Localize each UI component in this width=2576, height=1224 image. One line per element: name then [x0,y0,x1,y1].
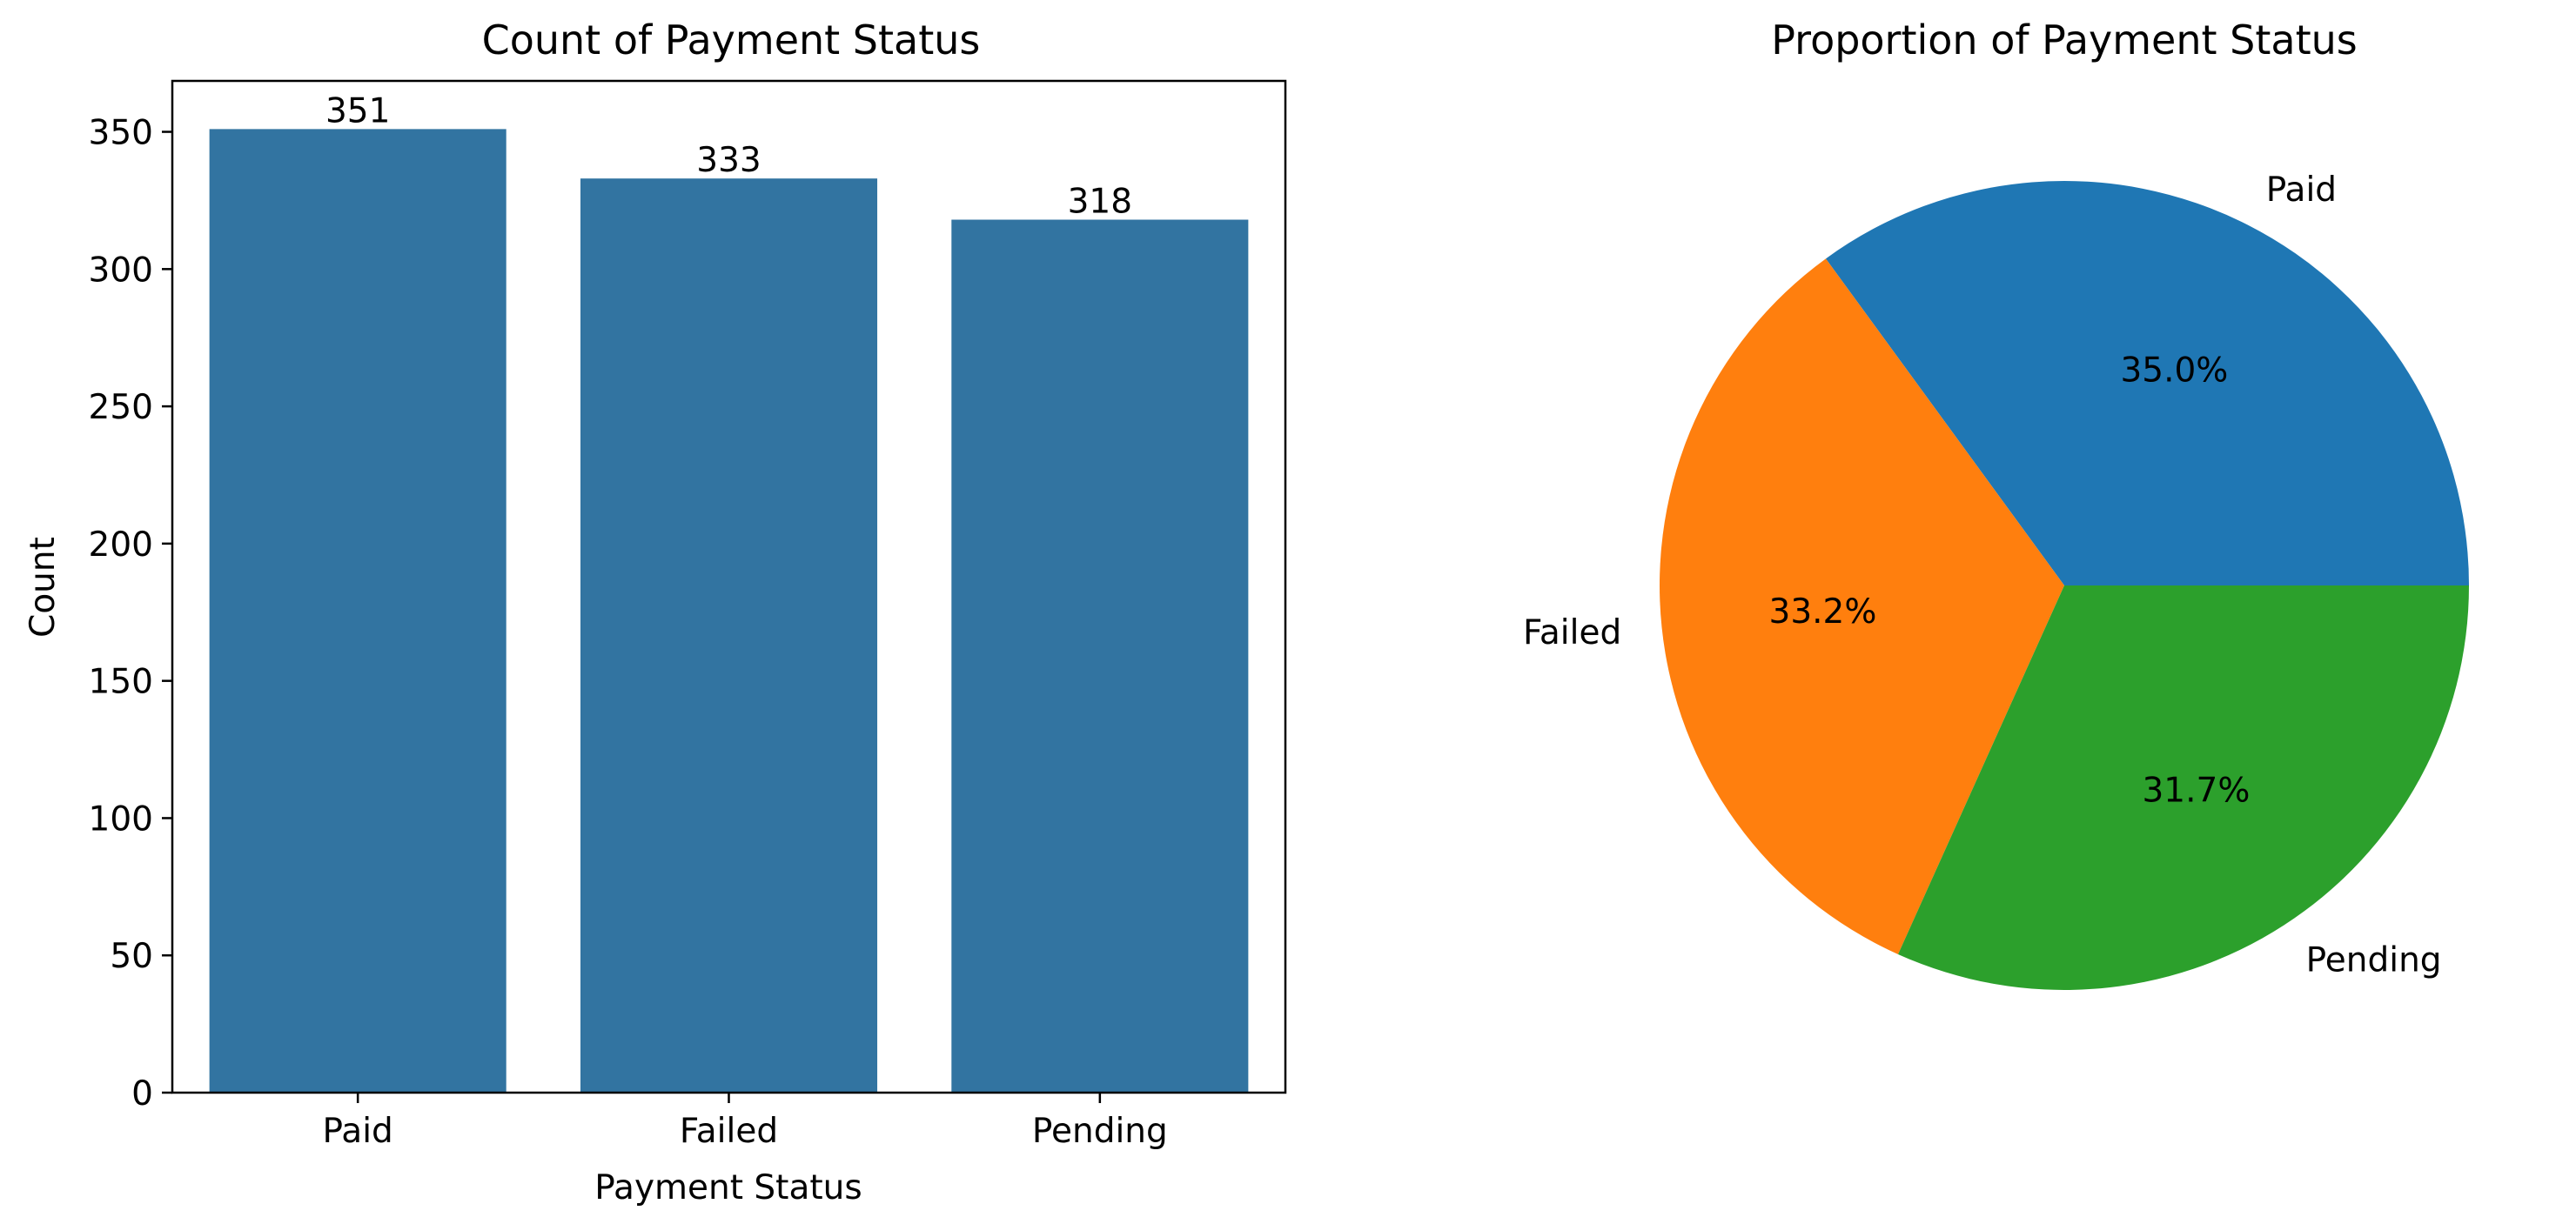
pie-chart-title: Proportion of Payment Status [1771,17,2358,64]
y-tick-label: 0 [131,1074,153,1114]
pie-label-pending: Pending [2306,941,2442,980]
x-axis-ticks: Paid Failed Pending [323,1093,1168,1151]
bar-paid [209,129,506,1093]
bar-pending [951,219,1249,1093]
bar-chart-title: Count of Payment Status [482,17,981,64]
y-tick-label: 350 [89,114,153,153]
y-axis-ticks: 0 50 100 150 200 250 300 350 [89,114,172,1114]
bar-marks [209,129,1249,1094]
x-tick-label: Pending [1032,1112,1168,1151]
pie-percent-label: 33.2% [1769,592,1877,632]
plot-frame [171,79,1287,1094]
x-axis-label: Payment Status [594,1168,862,1207]
pie-labels: Paid 35.0% Failed 33.2% Pending 31.7% [1523,171,2441,980]
bar-value-label: 318 [1068,183,1132,222]
y-tick-label: 50 [110,937,153,976]
pie-slice-pending [1898,585,2469,990]
pie-label-failed: Failed [1523,613,1621,652]
x-tick-label: Failed [680,1112,778,1151]
bar-data-labels: 351 333 318 [325,91,1132,221]
x-tick-label: Paid [323,1112,393,1151]
bar-chart: Count of Payment Status 351 333 318 0 50 100… [23,17,1287,1207]
pie-percent-label: 35.0% [2120,351,2228,390]
y-tick-label: 150 [89,663,153,702]
pie-slices [1660,181,2469,990]
pie-percent-label: 31.7% [2142,771,2250,810]
y-tick-label: 250 [89,388,153,427]
pie-slice-paid [1825,181,2469,586]
y-tick-label: 200 [89,525,153,565]
pie-label-paid: Paid [2266,171,2337,210]
y-tick-label: 300 [89,251,153,290]
pie-slice-failed [1660,258,2064,954]
pie-chart: Proportion of Payment Status Paid 35.0% Fa… [1523,17,2469,990]
bar-failed [580,178,878,1094]
bar-value-label: 333 [696,141,761,180]
bar-value-label: 351 [325,91,390,130]
y-tick-label: 100 [89,799,153,839]
y-axis-label: Count [23,537,63,638]
